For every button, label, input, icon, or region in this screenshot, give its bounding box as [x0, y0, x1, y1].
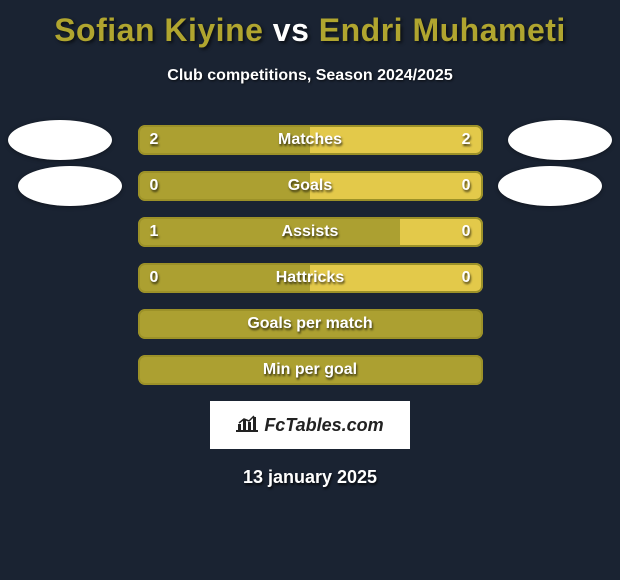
page-title: Sofian Kiyine vs Endri Muhameti	[0, 0, 620, 49]
comparison-chart: 22Matches00Goals10Assists00HattricksGoal…	[0, 125, 620, 385]
bar-track	[138, 263, 483, 293]
title-vs: vs	[273, 12, 310, 48]
bar-left	[138, 263, 311, 293]
date-label: 13 january 2025	[0, 467, 620, 488]
bar-track	[138, 309, 483, 339]
bar-left	[138, 171, 311, 201]
value-left: 1	[150, 223, 159, 241]
avatar-right	[498, 166, 602, 206]
bar-right	[310, 263, 483, 293]
value-left: 0	[150, 177, 159, 195]
bar-left	[138, 309, 483, 339]
title-player1: Sofian Kiyine	[54, 12, 263, 48]
bar-track	[138, 171, 483, 201]
stat-row: 22Matches	[138, 125, 483, 155]
logo-text: FcTables.com	[264, 415, 383, 436]
bar-track	[138, 125, 483, 155]
bar-track	[138, 355, 483, 385]
stat-row: Goals per match	[138, 309, 483, 339]
bar-left	[138, 125, 311, 155]
bar-left	[138, 217, 400, 247]
logo-box: FcTables.com	[210, 401, 410, 449]
value-right: 0	[462, 177, 471, 195]
subtitle: Club competitions, Season 2024/2025	[0, 67, 620, 85]
avatar-left	[8, 120, 112, 160]
bar-right	[310, 125, 483, 155]
avatar-left	[18, 166, 122, 206]
chart-icon	[236, 414, 258, 437]
value-right: 2	[462, 131, 471, 149]
bar-right	[310, 171, 483, 201]
stat-row: 00Goals	[138, 171, 483, 201]
bar-track	[138, 217, 483, 247]
value-left: 0	[150, 269, 159, 287]
stat-row: 00Hattricks	[138, 263, 483, 293]
value-right: 0	[462, 269, 471, 287]
title-player2: Endri Muhameti	[319, 12, 566, 48]
value-left: 2	[150, 131, 159, 149]
bar-left	[138, 355, 483, 385]
stat-row: Min per goal	[138, 355, 483, 385]
value-right: 0	[462, 223, 471, 241]
stat-row: 10Assists	[138, 217, 483, 247]
avatar-right	[508, 120, 612, 160]
